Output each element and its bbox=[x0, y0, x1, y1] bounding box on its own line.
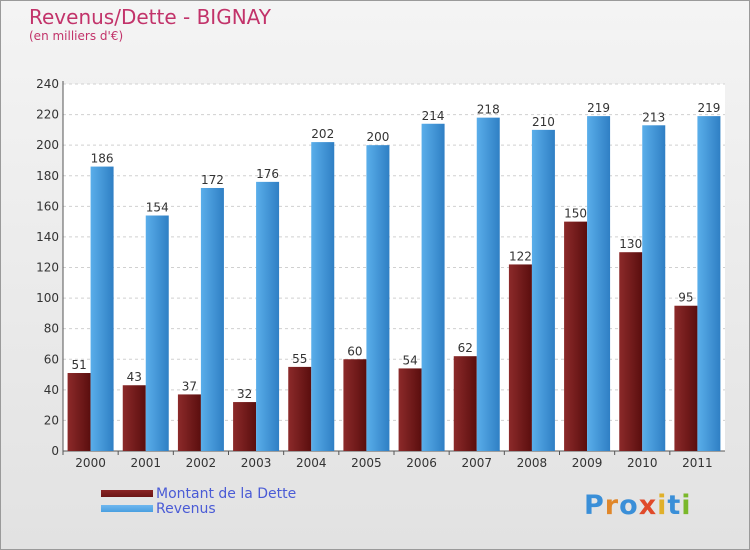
data-label-dette: 54 bbox=[402, 353, 417, 367]
bar-revenus bbox=[200, 187, 224, 451]
data-label-revenus: 210 bbox=[532, 115, 555, 129]
bar-revenus bbox=[90, 166, 114, 451]
y-tick-label: 120 bbox=[36, 261, 59, 275]
logo-letter: r bbox=[604, 490, 620, 521]
data-label-dette: 55 bbox=[292, 352, 307, 366]
x-tick-label: 2009 bbox=[572, 456, 603, 470]
y-tick-label: 200 bbox=[36, 138, 59, 152]
chart-title: Revenus/Dette - BIGNAY bbox=[29, 5, 272, 29]
x-tick-label: 2007 bbox=[461, 456, 492, 470]
y-tick-label: 220 bbox=[36, 108, 59, 122]
x-tick-label: 2005 bbox=[351, 456, 382, 470]
legend-swatch-revenus bbox=[101, 505, 153, 512]
data-label-revenus: 202 bbox=[311, 127, 334, 141]
bar-revenus bbox=[366, 145, 390, 451]
data-label-dette: 130 bbox=[619, 237, 642, 251]
logo-letter: i bbox=[681, 490, 692, 521]
x-tick-label: 2010 bbox=[627, 456, 658, 470]
data-label-revenus: 213 bbox=[642, 110, 665, 124]
x-tick-label: 2008 bbox=[517, 456, 548, 470]
data-label-dette: 51 bbox=[71, 358, 86, 372]
logo-letter: P bbox=[584, 490, 605, 521]
y-tick-label: 180 bbox=[36, 169, 59, 183]
bar-revenus bbox=[311, 142, 335, 451]
bar-dette bbox=[233, 402, 257, 451]
data-label-dette: 62 bbox=[458, 341, 473, 355]
y-tick-label: 240 bbox=[36, 77, 59, 91]
y-tick-label: 160 bbox=[36, 199, 59, 213]
legend-item-dette: Montant de la Dette bbox=[101, 485, 297, 502]
bar-revenus bbox=[476, 117, 500, 452]
y-tick-label: 140 bbox=[36, 230, 59, 244]
data-label-revenus: 218 bbox=[477, 103, 500, 117]
y-tick-label: 40 bbox=[44, 383, 59, 397]
bar-dette bbox=[619, 252, 643, 451]
data-label-dette: 60 bbox=[347, 344, 362, 358]
x-tick-label: 2002 bbox=[186, 456, 217, 470]
y-tick-label: 0 bbox=[51, 444, 59, 458]
y-tick-label: 80 bbox=[44, 322, 59, 336]
data-label-dette: 32 bbox=[237, 387, 252, 401]
data-label-dette: 122 bbox=[509, 249, 532, 263]
data-label-dette: 95 bbox=[678, 291, 693, 305]
y-tick-label: 100 bbox=[36, 291, 59, 305]
logo-letter: x bbox=[638, 490, 658, 521]
logo-letter: i bbox=[657, 490, 668, 521]
x-tick-label: 2004 bbox=[296, 456, 327, 470]
data-label-revenus: 219 bbox=[697, 101, 720, 115]
bar-revenus bbox=[642, 125, 666, 451]
data-label-revenus: 176 bbox=[256, 167, 279, 181]
bar-dette bbox=[122, 385, 146, 451]
x-tick-label: 2006 bbox=[406, 456, 437, 470]
data-label-dette: 150 bbox=[564, 207, 587, 221]
bar-dette bbox=[674, 305, 698, 451]
legend-label-dette: Montant de la Dette bbox=[156, 485, 297, 502]
data-label-revenus: 200 bbox=[366, 130, 389, 144]
data-label-revenus: 186 bbox=[91, 152, 114, 166]
data-label-revenus: 219 bbox=[587, 101, 610, 115]
x-tick-label: 2000 bbox=[75, 456, 106, 470]
bar-dette bbox=[288, 366, 312, 451]
bar-dette bbox=[564, 221, 588, 451]
legend: Montant de la Dette Revenus bbox=[101, 485, 297, 517]
y-tick-label: 20 bbox=[44, 413, 59, 427]
legend-swatch-dette bbox=[101, 490, 153, 497]
x-tick-label: 2003 bbox=[241, 456, 272, 470]
legend-label-revenus: Revenus bbox=[156, 500, 216, 517]
data-label-dette: 43 bbox=[127, 370, 142, 384]
chart-subtitle: (en milliers d'€) bbox=[29, 29, 124, 43]
logo-letter: o bbox=[619, 490, 639, 521]
data-label-dette: 37 bbox=[182, 379, 197, 393]
bar-revenus bbox=[587, 116, 611, 452]
proxiti-logo: Proxiti bbox=[584, 490, 692, 521]
data-label-revenus: 214 bbox=[422, 109, 445, 123]
bar-dette bbox=[508, 264, 532, 451]
x-tick-label: 2001 bbox=[130, 456, 161, 470]
bar-dette bbox=[177, 394, 201, 451]
data-label-revenus: 154 bbox=[146, 201, 169, 215]
legend-item-revenus: Revenus bbox=[101, 500, 296, 517]
bar-revenus bbox=[145, 215, 169, 451]
bar-dette bbox=[453, 356, 477, 451]
bar-dette bbox=[67, 373, 91, 451]
bar-revenus bbox=[256, 181, 280, 451]
bar-revenus bbox=[531, 129, 555, 451]
bar-dette bbox=[343, 359, 367, 451]
data-label-revenus: 172 bbox=[201, 173, 224, 187]
y-tick-label: 60 bbox=[44, 352, 59, 366]
bar-dette bbox=[398, 368, 422, 451]
bar-revenus bbox=[421, 123, 445, 451]
bar-revenus bbox=[697, 116, 721, 452]
logo-letter: t bbox=[667, 490, 682, 521]
x-tick-label: 2011 bbox=[682, 456, 713, 470]
